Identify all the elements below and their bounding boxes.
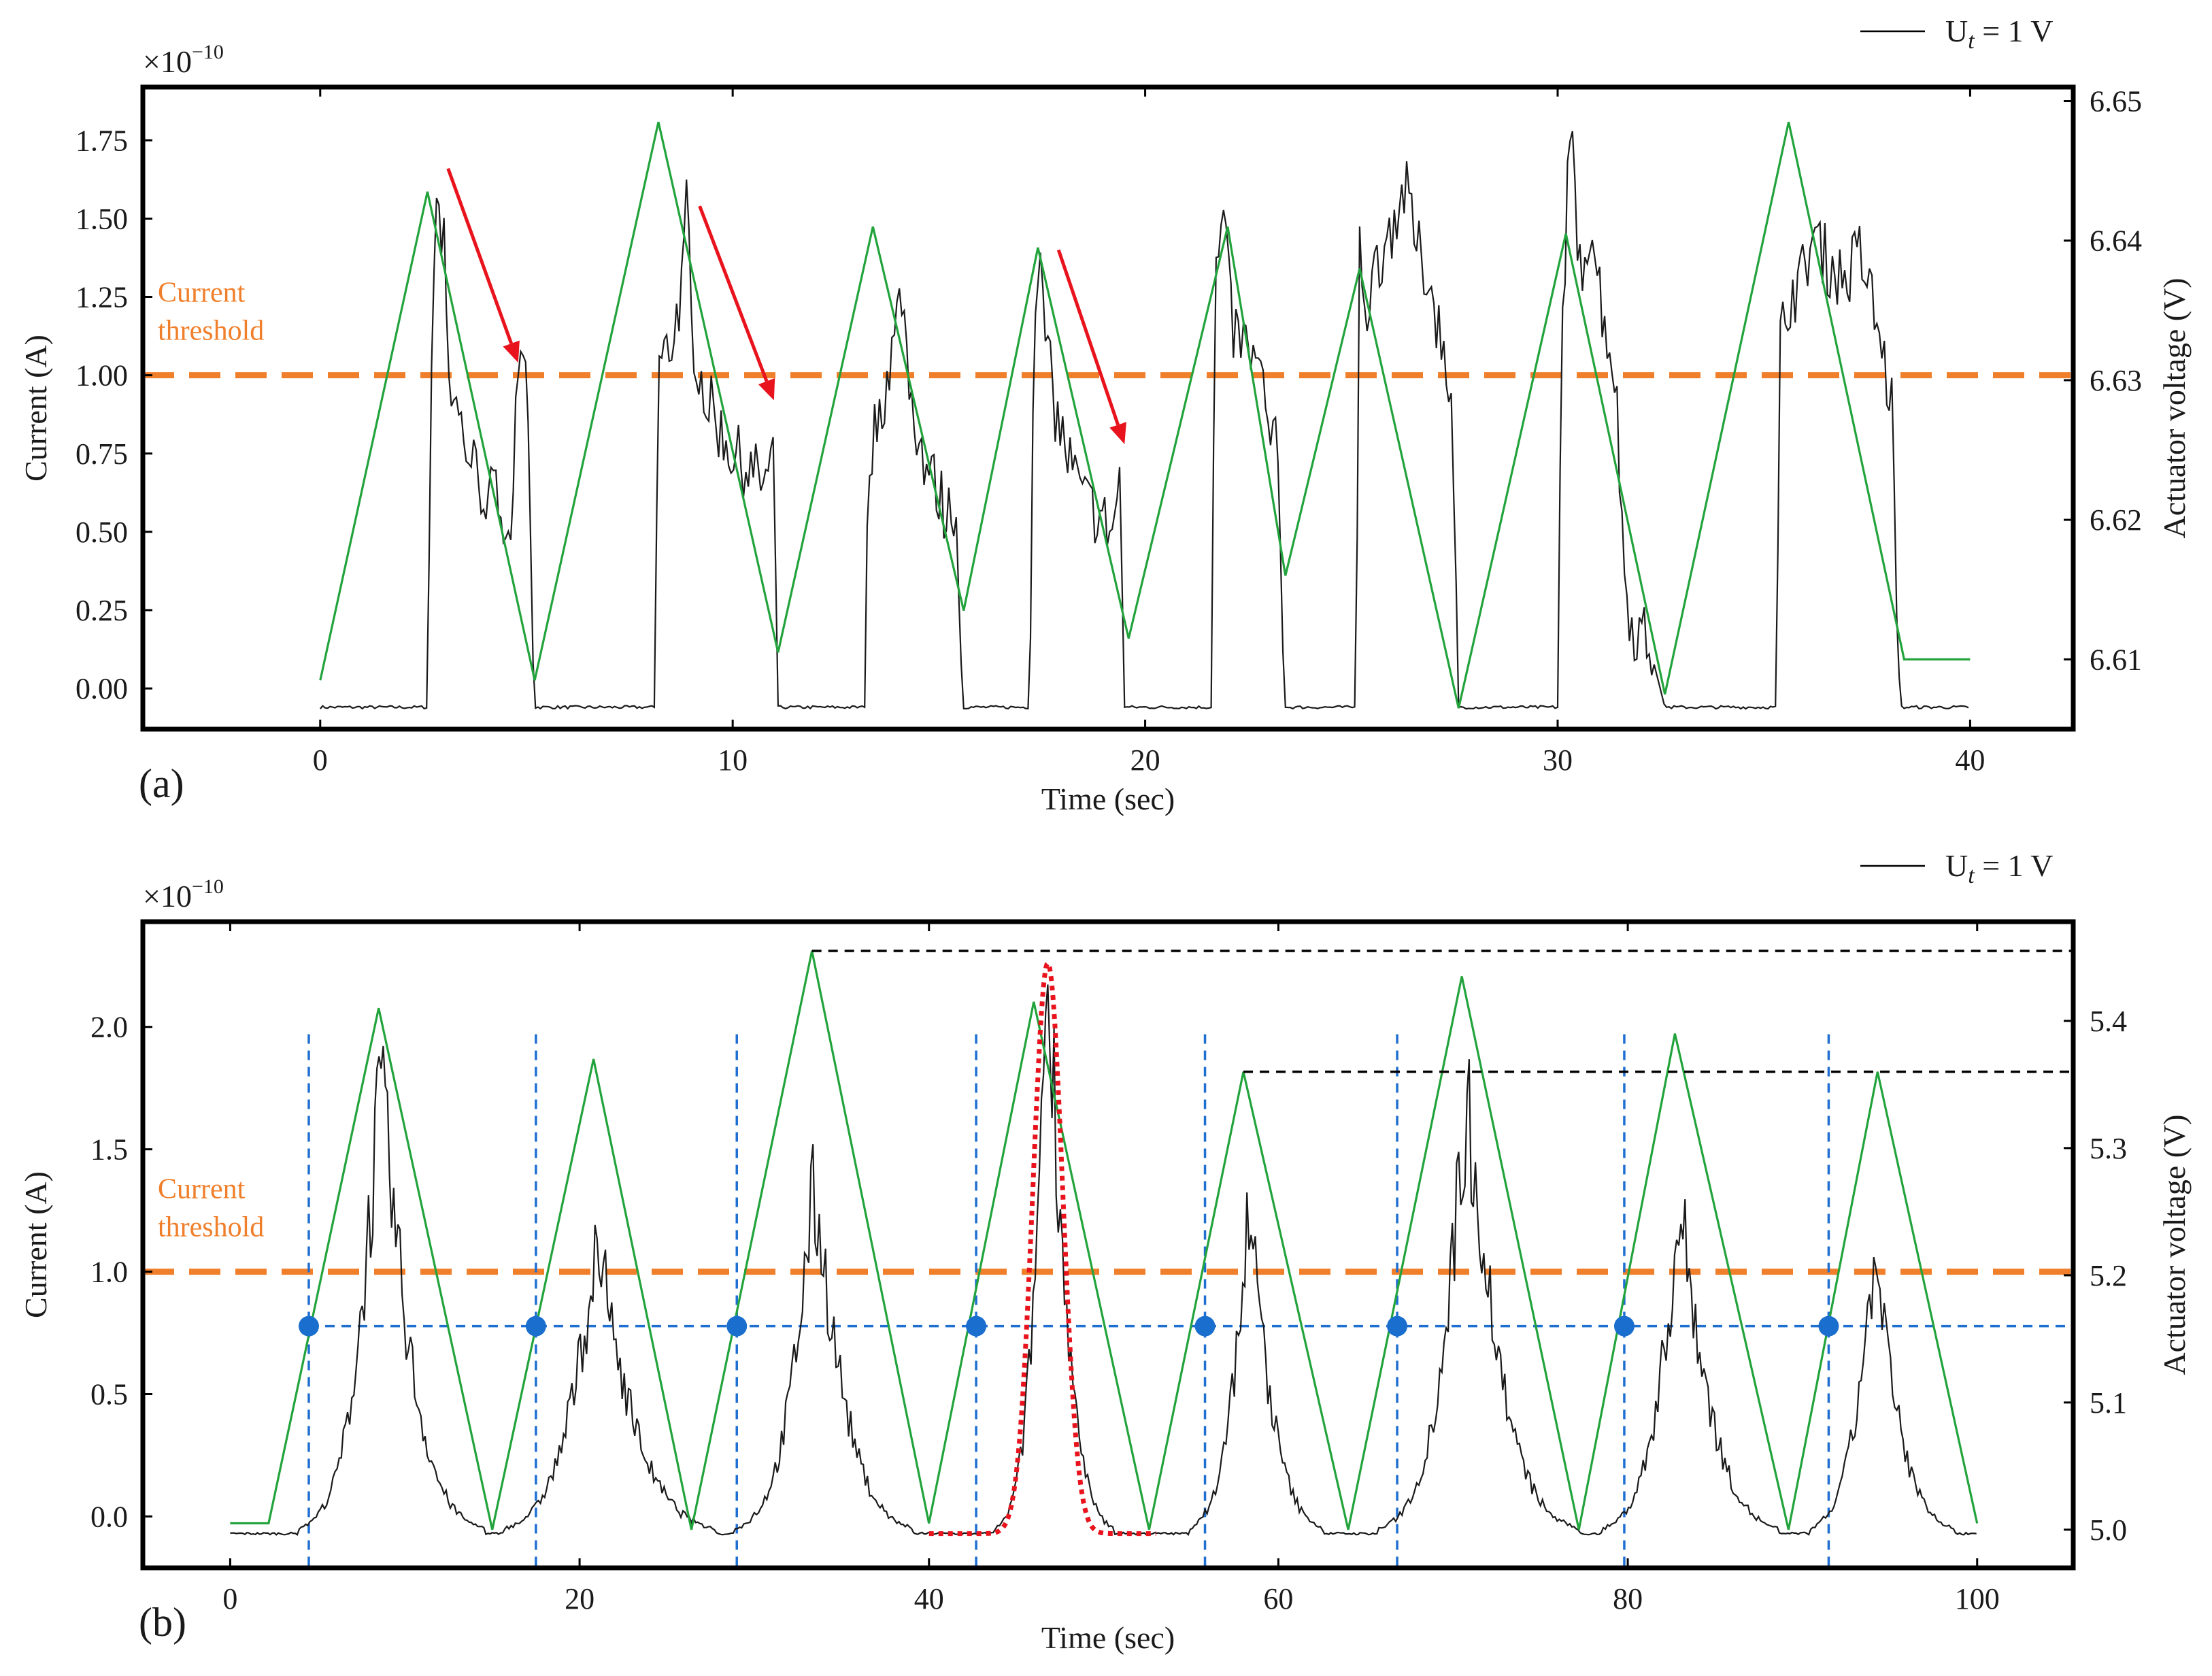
legend-label-sub: t	[1968, 863, 1975, 888]
voltage-trace	[319, 121, 1971, 709]
y2-tick-label-1: 6.62	[2090, 503, 2142, 537]
panel-a: 0 10 20 30 40 0.00 0.25 0.50 0.75 1.00 1.25 1.50 1.7…	[18, 14, 2192, 816]
y-tick-label-2: 1.0	[90, 1256, 128, 1289]
y2-tick-label-2: 5.2	[2090, 1259, 2127, 1292]
crossing-point-1	[525, 1315, 546, 1337]
x-tick-label-3: 30	[1543, 743, 1573, 777]
y-tick-label-1: 0.5	[90, 1378, 128, 1411]
y-tick-label-1: 0.25	[76, 594, 128, 627]
x-tick-label-0: 0	[313, 743, 328, 777]
legend-label-rest: = 1 V	[1975, 14, 2054, 48]
x-tick-label-2: 20	[1130, 743, 1160, 777]
crossing-point-7	[1818, 1315, 1839, 1337]
plot-area	[143, 121, 2073, 710]
panel-b: 0 20 40 60 80 100 0.0 0.5 1.0 1.5 2.0 5.0 5.1 5.2 5.3 5…	[18, 848, 2192, 1655]
current-trace	[230, 984, 1977, 1537]
y-scale-base: ×10	[143, 879, 192, 914]
threshold-label-line2: threshold	[158, 1212, 264, 1243]
y-tick-label-4: 2.0	[90, 1011, 128, 1044]
crossing-point-6	[1613, 1315, 1635, 1337]
y-scale-exponent: −10	[192, 875, 224, 898]
legend-label: Ut = 1 V	[1945, 848, 2054, 888]
x-tick-label-3: 60	[1263, 1582, 1293, 1615]
x-tick-label-1: 10	[718, 743, 748, 777]
plot-area	[143, 950, 2073, 1568]
current-trace	[319, 131, 1969, 710]
y-scale-exponent: −10	[192, 41, 224, 63]
y-tick-label-2: 0.50	[76, 516, 128, 549]
y2-tick-label-1: 5.1	[2090, 1386, 2127, 1420]
y2-axis-title: Actuator voltage (V)	[2157, 1114, 2192, 1375]
y2-tick-label-4: 5.4	[2090, 1005, 2127, 1038]
panel-label: (b)	[139, 1600, 186, 1645]
crossing-point-4	[1194, 1315, 1216, 1337]
y2-axis-title: Actuator voltage (V)	[2157, 278, 2192, 538]
legend-label-base: U	[1945, 14, 1968, 48]
x-axis-title: Time (sec)	[1041, 782, 1175, 816]
x-tick-label-1: 20	[565, 1582, 594, 1615]
legend-label-sub: t	[1968, 29, 1975, 54]
legend: Ut = 1 V	[1860, 848, 2054, 888]
x-tick-label-0: 0	[222, 1582, 237, 1615]
y2-tick-label-0: 6.61	[2090, 643, 2142, 676]
plot-frame	[140, 84, 2076, 732]
y-tick-label-5: 1.25	[76, 281, 128, 314]
y-tick-label-7: 1.75	[76, 124, 128, 157]
x-tick-label-5: 100	[1955, 1582, 2000, 1615]
y2-tick-label-0: 5.0	[2090, 1513, 2127, 1547]
x-tick-label-4: 80	[1613, 1582, 1643, 1615]
x-tick-label-2: 40	[914, 1582, 944, 1615]
y-tick-label-3: 0.75	[76, 437, 128, 471]
crossing-point-0	[298, 1315, 319, 1337]
plot-frame	[140, 919, 2076, 1571]
red-arrow-0	[446, 167, 520, 363]
y-tick-label-4: 1.00	[76, 359, 128, 392]
y-axis-title: Current (A)	[18, 1171, 53, 1318]
threshold-label-line1: Current	[158, 278, 246, 309]
legend-label-base: U	[1945, 848, 1968, 883]
legend: Ut = 1 V	[1860, 14, 2054, 54]
x-tick-label-4: 40	[1955, 743, 1985, 777]
y-scale-base: ×10	[143, 44, 192, 79]
x-axis-title: Time (sec)	[1041, 1620, 1175, 1655]
legend-label-rest: = 1 V	[1975, 848, 2054, 883]
y-tick-label-3: 1.5	[90, 1133, 128, 1167]
y2-tick-label-4: 6.65	[2090, 85, 2142, 118]
crossing-point-3	[966, 1315, 987, 1337]
y2-tick-label-3: 6.64	[2090, 224, 2142, 258]
y2-tick-label-2: 6.63	[2090, 364, 2142, 397]
y2-tick-label-3: 5.3	[2090, 1132, 2127, 1165]
y-scale-factor: ×10−10	[143, 41, 224, 79]
y-scale-factor: ×10−10	[143, 875, 224, 914]
y-tick-label-0: 0.0	[90, 1500, 128, 1533]
voltage-trace	[230, 950, 1979, 1530]
red-arrow-1	[698, 205, 775, 401]
legend-label: Ut = 1 V	[1945, 14, 2054, 54]
crossing-point-2	[726, 1315, 748, 1337]
red-arrow-2	[1056, 249, 1126, 444]
y-axis-title: Current (A)	[18, 335, 53, 482]
y-tick-label-6: 1.50	[76, 202, 128, 235]
panel-label: (a)	[139, 761, 184, 806]
threshold-label-line2: threshold	[158, 316, 264, 347]
y-tick-label-0: 0.00	[76, 672, 128, 705]
gaussian-fit-curve	[928, 960, 1156, 1537]
crossing-point-5	[1387, 1315, 1408, 1337]
threshold-label-line1: Current	[158, 1174, 246, 1205]
